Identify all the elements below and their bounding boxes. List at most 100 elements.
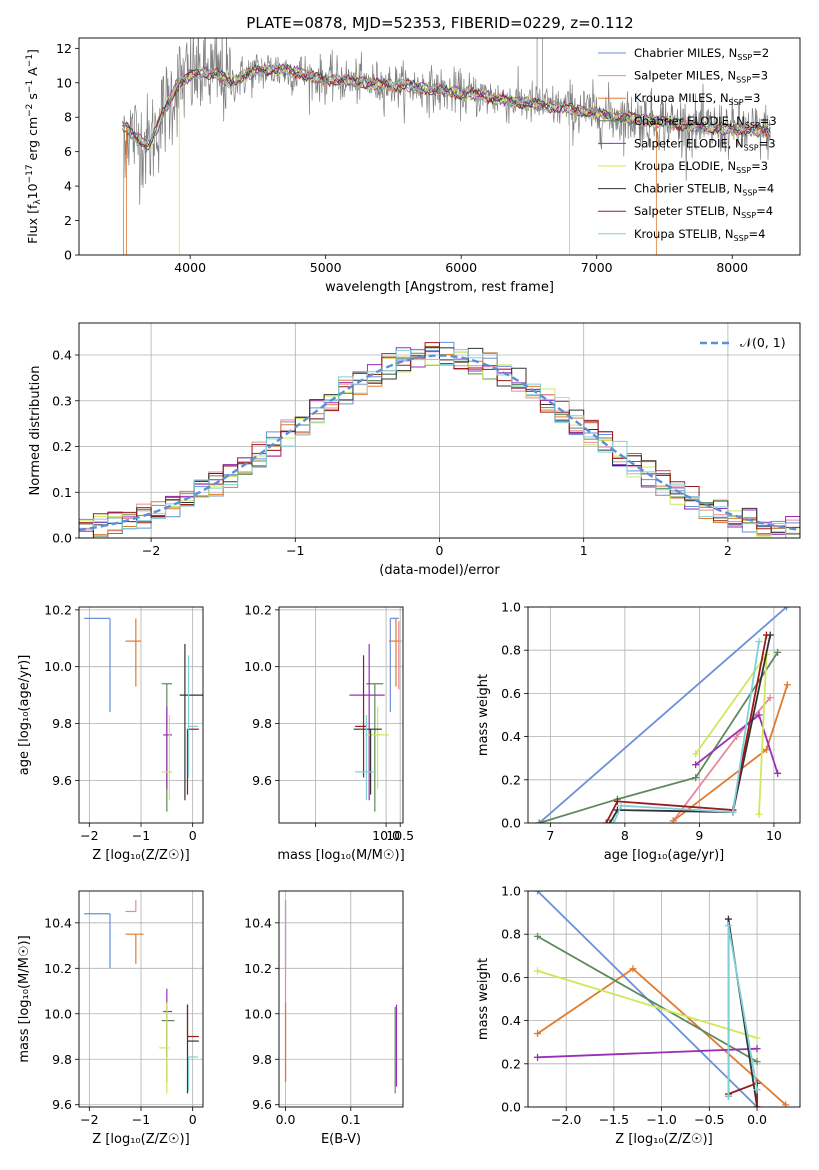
y-tick-label: 0.6 xyxy=(501,686,521,701)
weight-marker xyxy=(692,750,700,758)
residual_hist-marks xyxy=(79,341,800,538)
legend-label: Chabrier ELODIE, NSSP=3 xyxy=(634,114,777,130)
legend-text: Kroupa MILES, N xyxy=(634,91,729,105)
weight-line-3 xyxy=(538,651,779,823)
x-tick-label: −1.0 xyxy=(646,1112,676,1127)
y-tick-label: 0.1 xyxy=(52,485,72,500)
weight-marker xyxy=(534,967,542,975)
weight-marker xyxy=(534,932,542,940)
y-tick-label: 0.4 xyxy=(52,348,72,363)
y-tick-label: 9.6 xyxy=(52,773,72,788)
axes-frame xyxy=(278,890,404,1108)
legend-label: Chabrier STELIB, NSSP=4 xyxy=(634,182,774,198)
mass_vs_ebv-marks xyxy=(284,900,398,1094)
normal-curve xyxy=(79,354,800,532)
x-tick-label: 0 xyxy=(436,543,444,558)
age_vs_Z-panel: −2 −1 0 9.6 9.8 10.0 10.2 Z [log₁₀(Z/Z☉)] age [l… xyxy=(17,602,204,863)
x-axis-label: E(B-V) xyxy=(321,1132,361,1147)
x-axis-label: mass [log₁₀(M/M☉)] xyxy=(277,848,404,863)
legend-suffix: =2 xyxy=(752,46,769,60)
y-tick-label: 10.4 xyxy=(244,915,272,930)
x-tick-label: 0.1 xyxy=(341,1112,361,1127)
weight-line-5 xyxy=(694,651,768,815)
y-axis-label: mass weight xyxy=(476,674,491,756)
legend-sub: SSP xyxy=(736,166,751,175)
weight-line-3 xyxy=(537,1047,758,1059)
y-tick-label: 2 xyxy=(64,213,72,228)
weight-marker xyxy=(753,1058,761,1066)
y-axis-label: mass weight xyxy=(476,958,491,1040)
y-axis-label-part: Flux [f xyxy=(25,204,40,244)
x-tick-label: 0 xyxy=(189,1112,197,1127)
y-tick-label: 9.6 xyxy=(252,1097,272,1112)
weight-line-8 xyxy=(612,641,760,823)
legend-text: Salpeter MILES, N xyxy=(634,69,736,83)
legend-suffix: =3 xyxy=(751,159,768,173)
weight_vs_Z-panel: −2.0 −1.5 −1.0 −0.5 0.0 0.0 0.2 0.4 0.6 0.8 1.0 Z [… xyxy=(476,884,801,1147)
x-tick-label: 10 xyxy=(766,828,782,843)
legend-text: Chabrier ELODIE, N xyxy=(634,114,745,128)
weight-marker xyxy=(692,774,700,782)
weight-marker xyxy=(762,631,770,639)
x-tick-label: 5000 xyxy=(310,260,342,275)
legend-sub: SSP xyxy=(736,76,751,85)
y-tick-label: 10.0 xyxy=(44,1006,72,1021)
histogram-8 xyxy=(79,349,800,538)
y-axis-label-part: A xyxy=(25,67,40,80)
y-tick-label: 4 xyxy=(64,179,72,194)
x-tick-label: 9 xyxy=(695,828,703,843)
y-axis-label-part: −17 xyxy=(25,164,35,183)
weight-marker xyxy=(755,810,763,818)
age_vs_Z-marks xyxy=(84,617,203,812)
legend-sub: SSP xyxy=(741,211,756,220)
weight-line-4 xyxy=(537,970,758,1039)
y-tick-label: 9.6 xyxy=(52,1097,72,1112)
y-tick-label: 8 xyxy=(64,110,72,125)
legend-text: Chabrier MILES, N xyxy=(634,46,737,60)
weight-marker xyxy=(629,965,637,973)
y-tick-label: 0.4 xyxy=(501,1013,521,1028)
y-tick-label: 10.2 xyxy=(244,602,272,617)
y-tick-label: 1.0 xyxy=(501,600,521,615)
weight-marker xyxy=(755,638,763,646)
x-tick-label: 4000 xyxy=(174,260,206,275)
y-tick-label: 0.2 xyxy=(52,439,72,454)
x-tick-label: 0.0 xyxy=(276,1112,296,1127)
y-tick-label: 9.8 xyxy=(52,716,72,731)
y-tick-label: 10.2 xyxy=(44,602,72,617)
legend-suffix: =4 xyxy=(757,182,774,196)
weight-marker xyxy=(535,819,543,823)
legend-label: Chabrier MILES, NSSP=2 xyxy=(634,46,769,62)
axes-frame xyxy=(278,606,404,824)
y-axis-label-part: s xyxy=(25,93,40,104)
axes-frame xyxy=(78,37,801,256)
legend-suffix: =3 xyxy=(759,136,776,150)
legend-label: 𝒩(0, 1) xyxy=(740,335,786,350)
y-tick-label: 0.8 xyxy=(501,643,521,658)
x-tick-label: 2 xyxy=(724,543,732,558)
weight-marker xyxy=(783,607,791,611)
y-tick-label: 10.0 xyxy=(244,659,272,674)
y-tick-label: 9.6 xyxy=(252,773,272,788)
x-tick-label: −1 xyxy=(286,543,304,558)
y-tick-label: 0.2 xyxy=(501,1056,521,1071)
y-tick-label: 10.2 xyxy=(44,961,72,976)
y-tick-label: 10.4 xyxy=(44,915,72,930)
weight-marker xyxy=(617,802,625,810)
x-tick-label: 6000 xyxy=(445,260,477,275)
axes-frame xyxy=(78,890,204,1108)
spectrum-panel: 4000 5000 6000 7000 8000 0 2 4 6 8 10 12 wavelength … xyxy=(25,37,801,295)
weight-marker xyxy=(610,819,618,823)
y-axis-label-part: −1 xyxy=(25,54,35,67)
legend-label: Kroupa MILES, NSSP=3 xyxy=(634,91,760,107)
legend-label: Salpeter STELIB, NSSP=4 xyxy=(634,204,773,220)
x-tick-label: −2 xyxy=(80,1112,98,1127)
legend-sub: SSP xyxy=(729,98,744,107)
weight-marker xyxy=(753,1086,761,1094)
weight-marker xyxy=(534,1030,542,1038)
weight-marker xyxy=(724,915,732,923)
legend-sub: SSP xyxy=(745,121,760,130)
weight-marker xyxy=(534,891,542,895)
weight-line-4 xyxy=(695,713,779,774)
